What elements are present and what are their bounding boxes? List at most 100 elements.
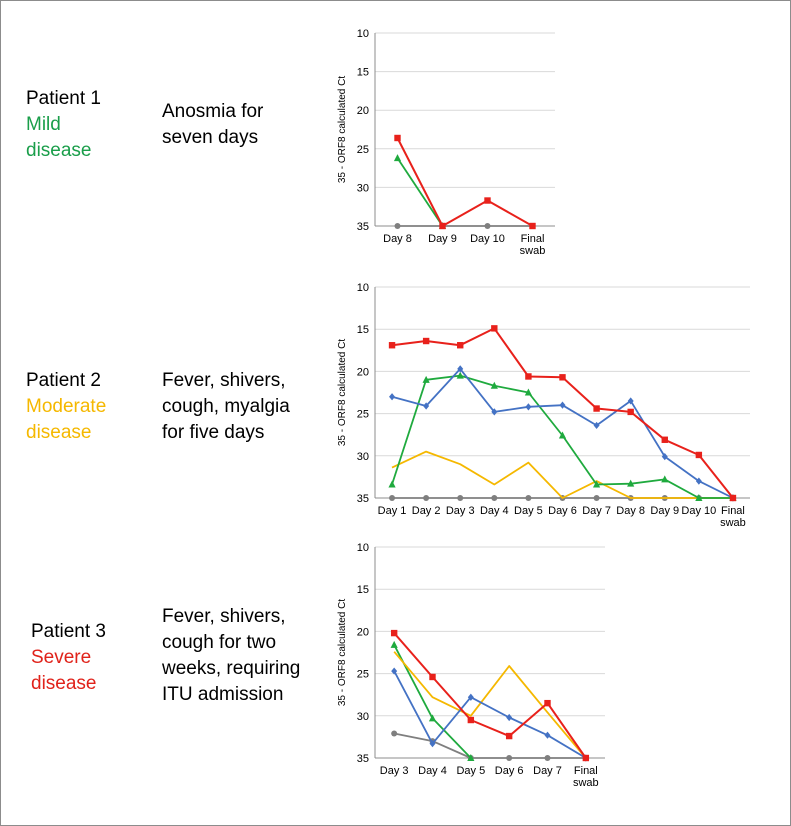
x-tick-label: Day 7	[533, 765, 562, 777]
patient-3-severity-line2: disease	[31, 673, 97, 694]
y-tick-label: 35	[357, 221, 369, 233]
x-tick-label: Day 7	[582, 505, 611, 517]
x-tick-label: Day 3	[446, 505, 475, 517]
chart-1: 10 15 20 25 30 35 35 - ORF8 calculated Ct Day 8…	[337, 28, 555, 257]
y-axis-label: 35 - ORF8 calculated Ct	[337, 339, 348, 446]
point-blue	[593, 421, 600, 430]
point-blue	[389, 393, 396, 401]
x-tick-label: Day 3	[380, 765, 409, 777]
point-green	[592, 480, 601, 488]
y-tick-label: 15	[357, 584, 369, 596]
point-red	[429, 673, 436, 681]
series-line-blue	[393, 670, 587, 759]
x-tick-label: swab	[573, 777, 599, 789]
patient-3-symptom-line: cough for two	[162, 632, 277, 653]
point-blue	[423, 402, 430, 410]
series-line-red	[396, 137, 533, 227]
x-tick-label: Day 9	[650, 505, 679, 517]
point-blue	[429, 740, 436, 748]
y-tick-label: 20	[357, 366, 369, 378]
x-tick-label: Day 4	[480, 505, 509, 517]
point-red	[467, 716, 475, 724]
x-tick-label: Day 9	[428, 233, 457, 245]
y-tick-label: 30	[357, 182, 369, 194]
patient-2-severity-line2: disease	[26, 422, 92, 443]
patient-2-label: Patient 2 Moderate disease	[26, 368, 106, 446]
y-tick-label: 30	[357, 711, 369, 723]
x-tick-label: swab	[720, 517, 746, 529]
point-blue	[661, 453, 668, 461]
x-tick-label: Final	[721, 505, 745, 517]
point-grey	[457, 495, 464, 501]
x-tick-label: Final	[521, 233, 545, 245]
patient-3-symptom-line: ITU admission	[162, 684, 284, 705]
y-tick-label: 35	[357, 753, 369, 765]
patient-3-symptom-line: weeks, requiring	[162, 658, 301, 679]
x-tick-label: Final	[574, 765, 598, 777]
chart-2: 10 15 20 25 30 35 35 - ORF8 calculated Ct Day 1…	[337, 282, 750, 529]
y-tick-label: 10	[357, 28, 369, 40]
point-green	[627, 479, 635, 487]
point-blue	[559, 401, 566, 409]
patient-1-name: Patient 1	[26, 88, 101, 109]
point-green	[661, 475, 669, 483]
x-tick-label: Day 10	[470, 233, 505, 245]
point-green	[422, 375, 430, 383]
y-tick-label: 35	[357, 493, 369, 505]
point-red	[582, 754, 590, 762]
point-grey	[544, 755, 551, 761]
point-red	[388, 342, 396, 349]
y-tick-label: 15	[357, 67, 369, 79]
series-line-grey	[394, 732, 586, 759]
patient-1-symptoms: Anosmia for seven days	[162, 99, 263, 151]
point-red	[661, 436, 668, 443]
y-tick-label: 25	[357, 144, 369, 156]
patient-1-severity-line1: Mild	[26, 114, 61, 135]
point-red	[559, 374, 566, 381]
patient-1-label: Patient 1 Mild disease	[26, 86, 101, 164]
x-tick-label: Day 4	[418, 765, 447, 777]
y-axis-label: 35 - ORF8 calculated Ct	[337, 76, 348, 183]
point-blue	[695, 477, 702, 485]
y-tick-label: 10	[357, 282, 369, 294]
point-green	[558, 431, 567, 439]
x-tick-label: Day 8	[383, 233, 412, 245]
point-green	[524, 388, 533, 396]
patient-3-label: Patient 3 Severe disease	[31, 619, 106, 697]
y-tick-label: 15	[357, 324, 369, 336]
patient-3-name: Patient 3	[31, 621, 106, 642]
y-tick-label: 20	[357, 626, 369, 638]
point-grey	[394, 223, 401, 229]
point-grey	[593, 495, 600, 501]
point-red	[593, 405, 600, 412]
point-red	[544, 699, 551, 707]
point-blue	[525, 403, 532, 411]
point-green	[393, 154, 402, 162]
point-blue	[491, 408, 498, 416]
point-green	[390, 640, 398, 648]
point-green	[467, 754, 475, 761]
point-red	[505, 732, 513, 740]
point-red	[525, 373, 532, 380]
patient-3-symptom-line: Fever, shivers,	[162, 606, 286, 627]
point-grey	[491, 495, 498, 501]
x-tick-label: Day 1	[378, 505, 407, 517]
point-blue	[544, 731, 551, 739]
point-red	[394, 134, 401, 142]
point-blue	[457, 365, 464, 373]
chart-3: 10 15 20 25 30 35 35 - ORF8 calculated Ct Day 3…	[337, 542, 605, 789]
x-tick-label: Day 6	[495, 765, 524, 777]
patient-2-symptom-line: cough, myalgia	[162, 396, 290, 417]
y-tick-label: 30	[357, 451, 369, 463]
point-blue	[391, 667, 398, 675]
patient-3-severity-line1: Severe	[31, 647, 92, 668]
x-tick-label: Day 5	[514, 505, 543, 517]
point-red	[390, 629, 398, 637]
series-line-green	[396, 157, 444, 227]
point-red	[729, 494, 737, 502]
x-tick-label: Day 5	[456, 765, 485, 777]
patient-1-symptom-line: seven days	[162, 127, 259, 148]
point-red	[529, 222, 536, 230]
y-tick-label: 25	[357, 669, 369, 681]
